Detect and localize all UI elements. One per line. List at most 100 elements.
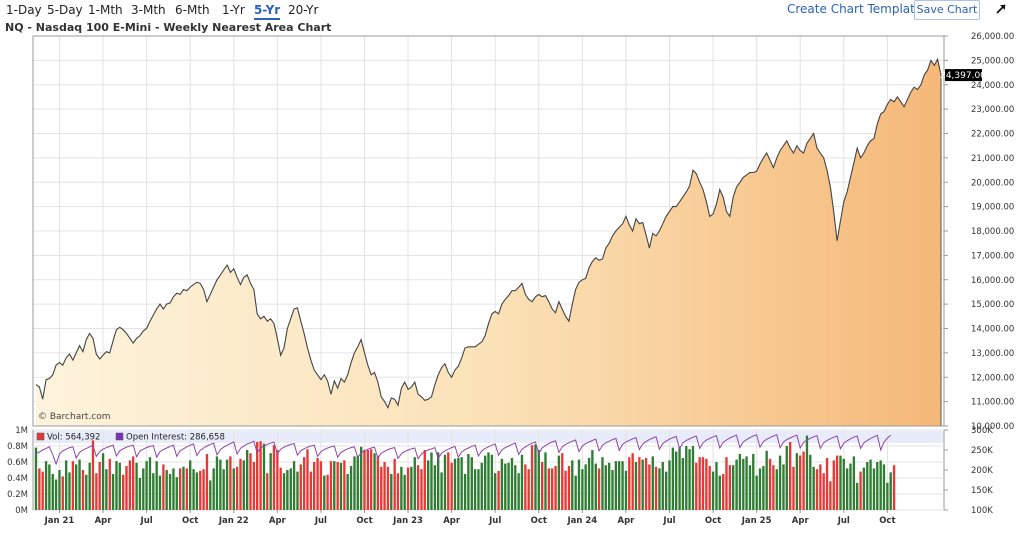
volume-bar (356, 455, 359, 510)
period-5-day[interactable]: 5-Day (47, 3, 83, 17)
volume-bar (336, 462, 339, 510)
volume-bar (51, 474, 54, 510)
oi-legend-swatch (115, 432, 124, 441)
volume-bar (755, 475, 758, 510)
volume-bar (380, 466, 383, 510)
volume-bar (748, 465, 752, 510)
x-tick-label: Jan 22 (218, 516, 249, 526)
x-tick-label: Apr (792, 516, 810, 526)
oi-y-tick-label: 200K (971, 466, 993, 476)
period-6-mth[interactable]: 6-Mth (175, 3, 210, 17)
volume-bar (631, 453, 634, 510)
volume-bar (390, 474, 393, 510)
volume-bar (319, 461, 323, 510)
x-tick-label: Oct (531, 516, 547, 526)
volume-bar (849, 463, 852, 510)
volume-bars (34, 435, 896, 510)
volume-bar (333, 461, 336, 510)
volume-bar (306, 449, 309, 510)
x-tick-label: Jan 23 (392, 516, 423, 526)
volume-bar (695, 462, 698, 510)
volume-bar (343, 460, 346, 510)
volume-bar (792, 466, 795, 510)
volume-bar (862, 467, 866, 510)
volume-bar (537, 450, 540, 510)
volume-bar (71, 461, 75, 510)
volume-bar (822, 473, 825, 510)
volume-bar (209, 480, 212, 510)
volume-bar (396, 473, 400, 510)
volume-bar (430, 452, 433, 510)
volume-bar (886, 482, 889, 510)
volume-bar (889, 472, 892, 510)
volume-bar (467, 454, 470, 510)
price-y-tick-label: 10,000.00 (971, 422, 1014, 432)
volume-bar (162, 464, 165, 510)
volume-bar (393, 458, 396, 510)
volume-bar (725, 457, 728, 510)
x-tick-label: Jul (837, 516, 850, 526)
save-chart-button[interactable]: Save Chart (914, 0, 980, 20)
volume-bar (179, 468, 182, 510)
volume-bar (675, 451, 678, 510)
volume-bar (313, 462, 316, 510)
volume-bar (510, 458, 514, 510)
volume-bar (292, 461, 296, 510)
volume-bar (376, 455, 380, 510)
volume-bar (490, 454, 494, 510)
volume-bar (450, 462, 453, 510)
volume-bar (507, 462, 510, 510)
price-y-tick-label: 15,000.00 (971, 300, 1014, 310)
price-y-tick-label: 20,000.00 (971, 178, 1014, 188)
volume-bar (624, 470, 628, 510)
volume-bar (199, 470, 202, 510)
volume-bar (279, 467, 282, 510)
volume-y-tick-label: 0.2M (7, 490, 28, 500)
volume-bar (85, 474, 88, 510)
volume-bar (671, 447, 675, 510)
x-tick-label: Jul (140, 516, 153, 526)
period-1-mth[interactable]: 1-Mth (88, 3, 123, 17)
period-1-day[interactable]: 1-Day (6, 3, 42, 17)
volume-bar (768, 458, 772, 510)
volume-bar (882, 464, 886, 510)
volume-bar (406, 467, 410, 510)
volume-bar (353, 456, 356, 510)
volume-bar (219, 459, 222, 510)
volume-bar (554, 466, 557, 510)
volume-bar (383, 462, 386, 510)
period-1-yr[interactable]: 1-Yr (222, 3, 245, 17)
volume-bar (142, 468, 145, 510)
volume-y-tick-label: 1M (15, 426, 28, 436)
period-5-yr[interactable]: 5-Yr (254, 3, 281, 20)
volume-bar (272, 445, 276, 510)
volume-bar (799, 455, 802, 510)
create-chart-template-link[interactable]: Create Chart Template (787, 2, 923, 16)
period-20-yr[interactable]: 20-Yr (288, 3, 319, 17)
volume-bar (54, 479, 58, 510)
last-price-label: 24,397.00 (940, 69, 986, 82)
vol-legend-label: Vol: 564,392 (47, 433, 100, 443)
x-axis: Jan 21 Apr Jul Oct Jan 22 Apr Jul Oct Jan 23 Apr J… (44, 510, 896, 526)
volume-bar (772, 465, 775, 510)
volume-bar (618, 461, 621, 510)
volume-bar (148, 457, 152, 510)
volume-bar (608, 462, 611, 510)
watermark: © Barchart.com (38, 412, 111, 422)
volume-bar (859, 471, 862, 510)
volume-bar (738, 454, 742, 510)
volume-bar (222, 469, 225, 510)
expand-arrow-icon[interactable] (994, 2, 1008, 16)
period-3-mth[interactable]: 3-Mth (131, 3, 166, 17)
price-y-tick-label: 13,000.00 (971, 349, 1014, 359)
volume-bar (728, 465, 732, 510)
price-area (35, 57, 942, 426)
x-tick-label: Jan 21 (44, 516, 75, 526)
volume-bar (866, 462, 869, 510)
chart-toolbar: 1-Day 5-Day 1-Mth 3-Mth 6-Mth 1-Yr 5-Yr … (0, 0, 1024, 20)
volume-bar (400, 466, 403, 510)
volume-bar (735, 459, 738, 510)
volume-bar (457, 458, 460, 510)
volume-bar (795, 453, 799, 510)
volume-bar (742, 458, 745, 510)
